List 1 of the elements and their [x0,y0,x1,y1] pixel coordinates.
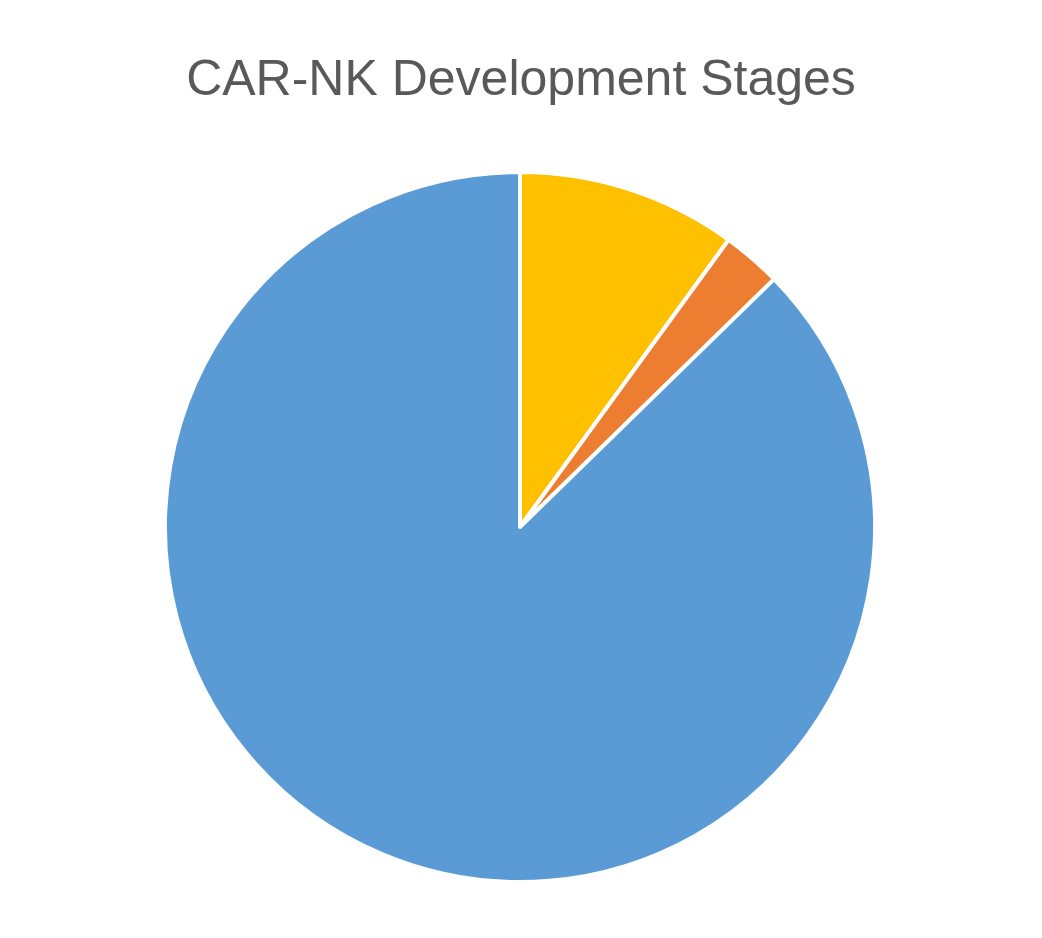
chart-title: CAR-NK Development Stages [186,50,856,106]
